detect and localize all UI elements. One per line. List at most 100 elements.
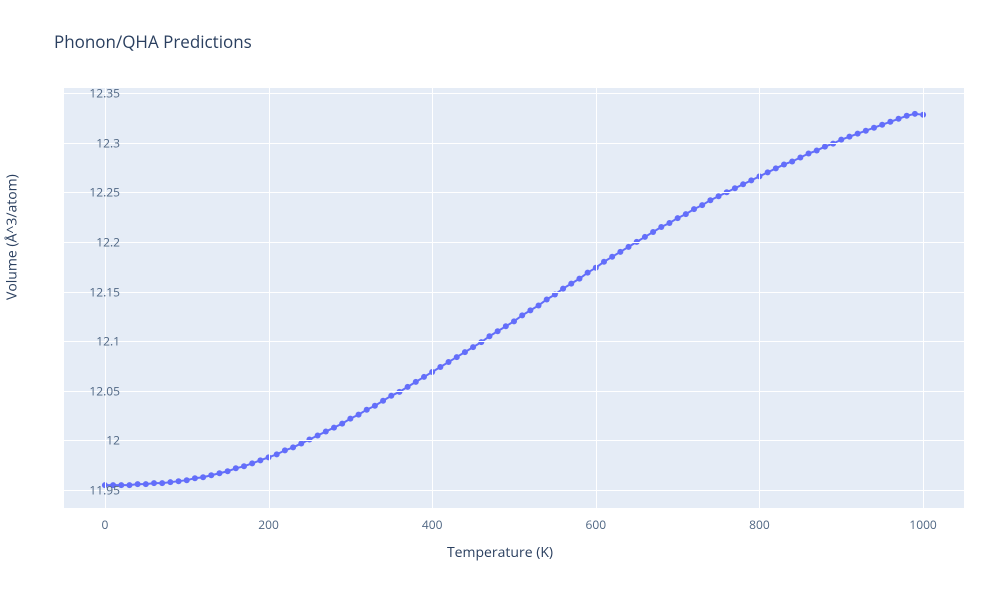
series-marker[interactable] [413,379,419,385]
series-marker[interactable] [773,165,779,171]
series-marker[interactable] [683,211,689,217]
series-marker[interactable] [233,465,239,471]
series-marker[interactable] [405,384,411,390]
series-marker[interactable] [658,224,664,230]
series-marker[interactable] [846,134,852,140]
series-marker[interactable] [462,349,468,355]
series-marker[interactable] [904,113,910,119]
x-tick-label: 800 [749,516,770,533]
series-marker[interactable] [249,460,255,466]
series-marker[interactable] [339,421,345,427]
series-marker[interactable] [527,307,533,313]
series-marker[interactable] [446,359,452,365]
series-marker[interactable] [372,403,378,409]
series-marker[interactable] [765,169,771,175]
series-marker[interactable] [241,463,247,469]
series-marker[interactable] [887,119,893,125]
series-marker[interactable] [691,206,697,212]
x-axis-title: Temperature (K) [447,543,553,562]
series-marker[interactable] [699,202,705,208]
series-marker[interactable] [609,254,615,260]
series-marker[interactable] [225,468,231,474]
series-marker[interactable] [176,478,182,484]
series-marker[interactable] [126,482,132,488]
series-marker[interactable] [388,393,394,399]
series-marker[interactable] [135,481,141,487]
series-marker[interactable] [675,215,681,221]
series-marker[interactable] [666,220,672,226]
series-marker[interactable] [470,344,476,350]
series-marker[interactable] [732,185,738,191]
series-marker[interactable] [192,475,198,481]
plot-area[interactable]: 0200400600800100011.951212.0512.112.1512… [64,88,964,508]
series-marker[interactable] [626,244,632,250]
series-marker[interactable] [331,425,337,431]
series-marker[interactable] [585,270,591,276]
x-tick-label: 600 [586,516,607,533]
series-marker[interactable] [740,181,746,187]
series-marker[interactable] [544,296,550,302]
y-tick-label: 12 [106,432,120,449]
series-marker[interactable] [536,302,542,308]
gridline-h [64,391,964,392]
series-marker[interactable] [511,318,517,324]
series-marker[interactable] [642,234,648,240]
series-line [105,114,923,485]
series-marker[interactable] [380,398,386,404]
series-marker[interactable] [290,444,296,450]
series-marker[interactable] [503,323,509,329]
series-marker[interactable] [143,481,149,487]
series-marker[interactable] [364,407,370,413]
series-marker[interactable] [863,128,869,134]
gridline-v [923,88,924,508]
series-marker[interactable] [159,480,165,486]
series-marker[interactable] [896,116,902,122]
series-marker[interactable] [454,354,460,360]
x-tick-label: 0 [101,516,108,533]
series-marker[interactable] [486,333,492,339]
series-marker[interactable] [495,328,501,334]
x-tick-label: 200 [258,516,279,533]
series-marker[interactable] [912,111,918,117]
gridline-v [269,88,270,508]
series-marker[interactable] [568,281,574,287]
series-marker[interactable] [519,312,525,318]
series-marker[interactable] [216,470,222,476]
y-tick-label: 12.1 [96,333,120,350]
y-tick-label: 12.35 [89,84,120,101]
y-tick-label: 12.2 [96,233,120,250]
series-marker[interactable] [356,412,362,418]
series-marker[interactable] [274,451,280,457]
series-marker[interactable] [396,389,402,395]
series-marker[interactable] [879,122,885,128]
series-marker[interactable] [184,477,190,483]
series-marker[interactable] [617,249,623,255]
series-marker[interactable] [855,131,861,137]
series-marker[interactable] [806,151,812,157]
series-marker[interactable] [576,276,582,282]
series-marker[interactable] [282,447,288,453]
series-marker[interactable] [315,433,321,439]
series-marker[interactable] [601,259,607,265]
series-marker[interactable] [716,193,722,199]
series-marker[interactable] [748,177,754,183]
series-marker[interactable] [650,229,656,235]
series-marker[interactable] [814,148,820,154]
series-marker[interactable] [707,197,713,203]
series-marker[interactable] [822,144,828,150]
series-marker[interactable] [167,479,173,485]
series-marker[interactable] [257,457,263,463]
series-marker[interactable] [797,155,803,161]
series-marker[interactable] [871,125,877,131]
series-marker[interactable] [200,474,206,480]
series-marker[interactable] [208,472,214,478]
series-marker[interactable] [323,429,329,435]
series-marker[interactable] [347,416,353,422]
series-marker[interactable] [437,364,443,370]
series-marker[interactable] [421,374,427,380]
series-marker[interactable] [789,158,795,164]
gridline-v [432,88,433,508]
series-marker[interactable] [151,480,157,486]
series-marker[interactable] [781,161,787,167]
gridline-h [64,93,964,94]
